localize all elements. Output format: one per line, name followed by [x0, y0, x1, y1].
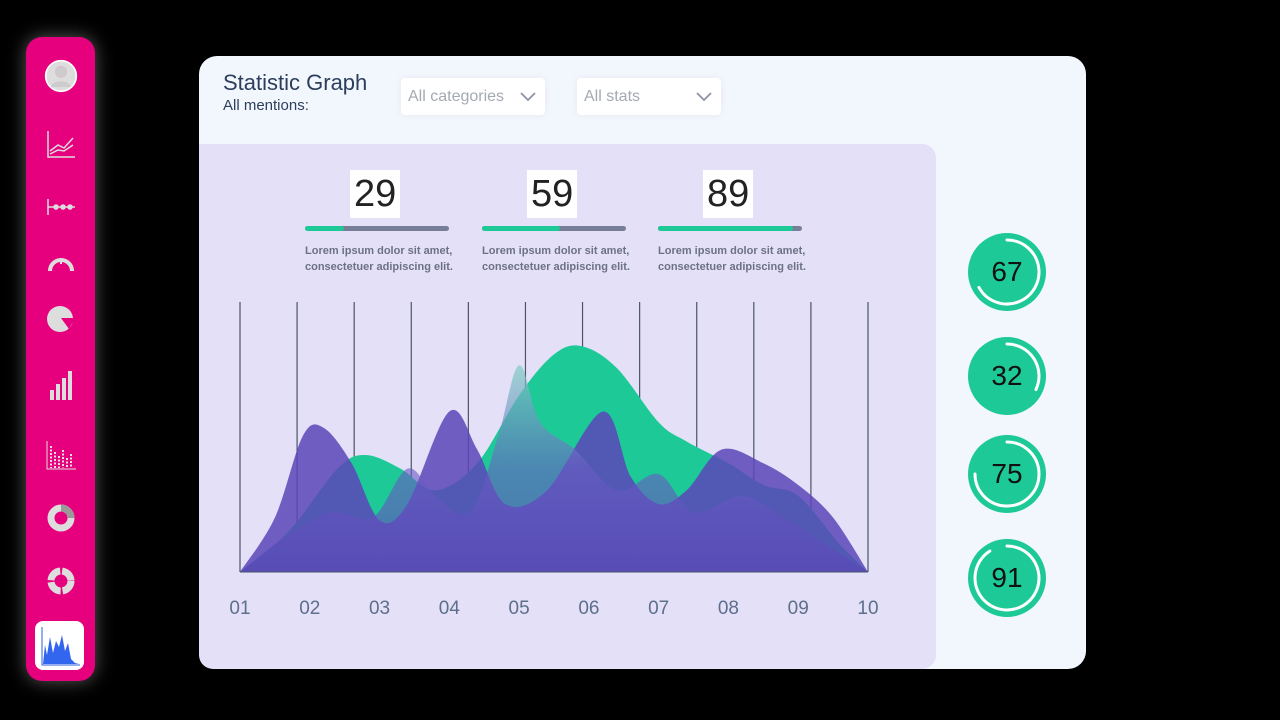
stat-description: Lorem ipsum dolor sit amet, consectetuer … — [305, 245, 453, 273]
stat-progress-bar — [305, 226, 449, 231]
x-tick-label: 04 — [439, 598, 461, 619]
user-icon[interactable] — [26, 54, 95, 98]
categories-dropdown[interactable]: All categories — [401, 78, 545, 115]
ring-progress-arc — [977, 238, 1041, 306]
gauge-icon[interactable] — [26, 240, 95, 284]
stat-card: 89 Lorem ipsum dolor sit amet, consectetue… — [658, 170, 808, 275]
ring-chart-icon[interactable] — [26, 559, 95, 603]
ring-gauge: 75 — [968, 435, 1046, 513]
ring-gauge: 91 — [968, 539, 1046, 617]
x-tick-label: 02 — [299, 598, 320, 619]
ring-gauge: 67 — [968, 233, 1046, 311]
area-series-3 — [240, 365, 868, 572]
stats-dropdown[interactable]: All stats — [577, 78, 721, 115]
x-tick-label: 09 — [788, 598, 809, 619]
ring-value: 67 — [991, 256, 1023, 287]
categories-value: All categories — [408, 87, 505, 105]
stat-value: 89 — [703, 170, 754, 218]
stat-card: 59 Lorem ipsum dolor sit amet, consectetue… — [482, 170, 632, 275]
page-title: Statistic Graph — [223, 70, 368, 95]
stat-value: 29 — [350, 170, 401, 218]
sidebar — [26, 37, 95, 681]
stat-value: 59 — [527, 170, 578, 218]
dot-line-icon[interactable] — [26, 184, 95, 228]
x-tick-label: 01 — [229, 598, 250, 619]
x-tick-label: 05 — [509, 598, 530, 619]
ring-value: 91 — [991, 562, 1023, 593]
stat-card: 29 Lorem ipsum dolor sit amet, consectetue… — [305, 170, 455, 275]
chevron-down-icon — [520, 91, 536, 101]
stat-description: Lorem ipsum dolor sit amet, consectetuer … — [658, 245, 806, 273]
chevron-down-icon — [696, 91, 712, 101]
stats-value: All stats — [584, 87, 641, 105]
bar-chart-icon[interactable] — [26, 363, 95, 407]
stat-progress-bar — [482, 226, 626, 231]
pie-chart-icon[interactable] — [26, 296, 95, 340]
ring-progress-arc — [973, 440, 1041, 508]
area-chart-button[interactable] — [35, 621, 84, 670]
donut-chart-icon[interactable] — [26, 496, 95, 540]
x-tick-label: 06 — [578, 598, 599, 619]
ring-gauge: 32 — [968, 337, 1046, 415]
x-tick-label: 10 — [857, 598, 878, 619]
x-tick-label: 03 — [369, 598, 390, 619]
dot-bar-chart-icon[interactable] — [26, 433, 95, 477]
ring-progress-arc — [1005, 342, 1041, 392]
line-chart-icon[interactable] — [26, 122, 95, 166]
ring-value: 32 — [991, 360, 1023, 391]
x-tick-label: 07 — [648, 598, 669, 619]
area-chart-icon — [41, 626, 80, 665]
ring-progress-arc — [973, 544, 1041, 612]
page-subtitle: All mentions: — [223, 97, 309, 114]
stat-progress-bar — [658, 226, 802, 231]
x-tick-label: 08 — [718, 598, 739, 619]
ring-value: 75 — [991, 458, 1023, 489]
stat-description: Lorem ipsum dolor sit amet, consectetuer … — [482, 245, 630, 273]
